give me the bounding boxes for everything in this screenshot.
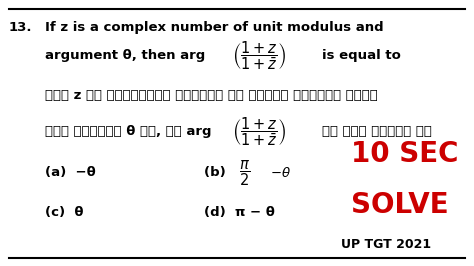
Text: तथा कोणांक θ है, तो arg: तथा कोणांक θ है, तो arg [45, 125, 211, 138]
Text: (d)  π − θ: (d) π − θ [204, 206, 275, 219]
Text: is equal to: is equal to [322, 49, 401, 62]
Text: (b): (b) [204, 167, 235, 179]
Text: argument θ, then arg: argument θ, then arg [45, 49, 205, 62]
Text: $\left(\dfrac{1+z}{1+\bar{z}}\right)$: $\left(\dfrac{1+z}{1+\bar{z}}\right)$ [232, 40, 286, 72]
Text: का मान बराबर है: का मान बराबर है [322, 125, 432, 138]
Text: $\left(\dfrac{1+z}{1+\bar{z}}\right)$: $\left(\dfrac{1+z}{1+\bar{z}}\right)$ [232, 115, 286, 148]
Text: $-\theta$: $-\theta$ [270, 166, 291, 180]
Text: (c)  θ: (c) θ [45, 206, 83, 219]
Text: 10 SEC: 10 SEC [351, 140, 458, 168]
Text: If z is a complex number of unit modulus and: If z is a complex number of unit modulus… [45, 21, 383, 34]
Text: UP TGT 2021: UP TGT 2021 [341, 238, 431, 251]
Text: (a)  −θ: (a) −θ [45, 167, 96, 179]
Text: यदि z एक सम्मिश्र संख्या है जिसका मापांक इकाई: यदि z एक सम्मिश्र संख्या है जिसका मापांक… [45, 89, 378, 102]
Text: SOLVE: SOLVE [351, 191, 448, 219]
Text: $\dfrac{\pi}{2}$: $\dfrac{\pi}{2}$ [239, 158, 251, 188]
Text: 13.: 13. [9, 21, 32, 34]
